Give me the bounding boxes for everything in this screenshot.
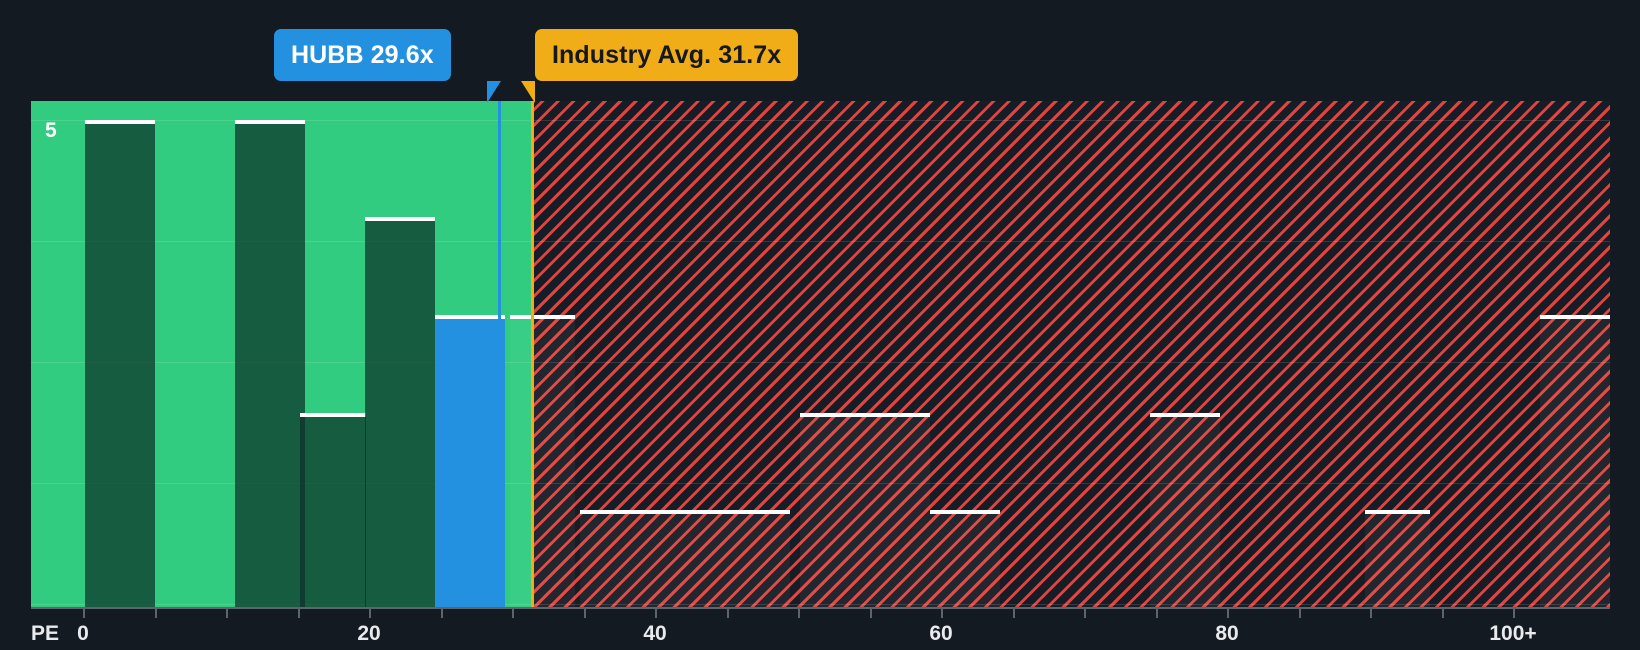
bar-body xyxy=(435,318,505,607)
bar-cap xyxy=(85,120,155,124)
bar-body xyxy=(1365,513,1430,607)
bar-cap xyxy=(865,413,930,417)
x-tick xyxy=(1013,607,1015,618)
bar-body xyxy=(300,416,366,607)
industry-average-marker-line xyxy=(531,101,534,607)
bar-body xyxy=(650,513,720,607)
bar-bin-87-91[interactable] xyxy=(1365,510,1430,607)
x-axis-title: PE xyxy=(31,622,60,645)
x-tick xyxy=(226,607,228,618)
bar-bin-4-8[interactable] xyxy=(85,120,155,607)
bar-bin-73-77[interactable] xyxy=(1150,413,1220,607)
x-tick xyxy=(1084,607,1086,618)
bar-bin-54-58[interactable] xyxy=(865,413,930,607)
gridline-2 xyxy=(31,483,1610,484)
bar-body xyxy=(235,123,305,607)
hubb-callout-flag[interactable]: HUBB 29.6x xyxy=(274,29,451,81)
bar-cap xyxy=(300,413,366,417)
bar-bin-100-plus[interactable] xyxy=(1540,315,1610,607)
x-tick-label-60: 60 xyxy=(929,622,953,645)
bar-bin-50-54[interactable] xyxy=(800,413,865,607)
industry-callout-tail xyxy=(521,81,535,103)
x-tick xyxy=(512,607,514,618)
x-tick xyxy=(941,607,943,618)
bar-body xyxy=(930,513,1000,607)
x-axis-line xyxy=(31,607,1610,609)
bar-cap xyxy=(235,120,305,124)
x-tick-label-40: 40 xyxy=(643,622,667,645)
bar-bin-20-24[interactable] xyxy=(365,217,435,607)
bar-cap xyxy=(1365,510,1430,514)
bar-body xyxy=(865,416,930,607)
bar-cap xyxy=(435,315,505,319)
bar-bin-40-44[interactable] xyxy=(650,510,720,607)
bar-bin-36-40[interactable] xyxy=(580,510,650,607)
zone-expensive-valuation xyxy=(533,101,1610,607)
bar-cap xyxy=(510,315,575,319)
x-tick xyxy=(155,607,157,618)
x-tick xyxy=(727,607,729,618)
x-tick-label-0: 0 xyxy=(77,622,89,645)
bar-cap xyxy=(800,413,865,417)
bar-cap xyxy=(365,217,435,221)
bar-bin-12-16[interactable] xyxy=(235,120,305,607)
x-tick xyxy=(1227,607,1229,618)
x-tick-label-80: 80 xyxy=(1215,622,1239,645)
x-tick xyxy=(369,607,371,618)
bar-body xyxy=(365,220,435,607)
bar-body xyxy=(1150,416,1220,607)
hubb-callout-tail xyxy=(487,81,501,103)
industry-callout-flag[interactable]: Industry Avg. 31.7x xyxy=(535,29,799,81)
bar-cap xyxy=(1540,315,1610,319)
bar-cap xyxy=(650,510,720,514)
x-tick xyxy=(1442,607,1444,618)
x-tick xyxy=(584,607,586,618)
bar-bin-28-32[interactable] xyxy=(510,315,575,607)
bar-body xyxy=(1540,318,1610,607)
gridline-1 xyxy=(31,604,1610,605)
bar-cap xyxy=(1150,413,1220,417)
x-tick xyxy=(655,607,657,618)
x-tick xyxy=(441,607,443,618)
bar-body xyxy=(720,513,790,607)
industry-callout-label: Industry Avg. 31.7x xyxy=(552,40,782,69)
x-tick xyxy=(798,607,800,618)
bar-bin-58-62[interactable] xyxy=(930,510,1000,607)
x-tick xyxy=(1513,607,1515,618)
gridline-5 xyxy=(31,120,1610,121)
x-tick-label-100: 100+ xyxy=(1489,622,1537,645)
bar-body xyxy=(580,513,650,607)
plot-area: 5 No. of Companies xyxy=(31,101,1610,607)
bar-body xyxy=(800,416,865,607)
bar-cap xyxy=(720,510,790,514)
x-tick xyxy=(1156,607,1158,618)
hubb-marker-line xyxy=(498,101,501,607)
x-tick xyxy=(1299,607,1301,618)
x-tick-label-20: 20 xyxy=(357,622,381,645)
hubb-callout-label: HUBB 29.6x xyxy=(291,40,434,69)
bar-body xyxy=(85,123,155,607)
bar-body xyxy=(510,318,575,607)
x-tick xyxy=(83,607,85,618)
x-tick xyxy=(298,607,300,618)
bar-bin-16-20[interactable] xyxy=(300,413,366,607)
y-axis-tick-5: 5 xyxy=(45,119,57,142)
bar-cap xyxy=(580,510,650,514)
bar-bin-24-28-hubb[interactable] xyxy=(435,315,505,607)
x-tick xyxy=(870,607,872,618)
gridline-4 xyxy=(31,241,1610,242)
bar-cap xyxy=(930,510,1000,514)
gridline-3 xyxy=(31,362,1610,363)
x-tick xyxy=(1370,607,1372,618)
bar-bin-44-48[interactable] xyxy=(720,510,790,607)
